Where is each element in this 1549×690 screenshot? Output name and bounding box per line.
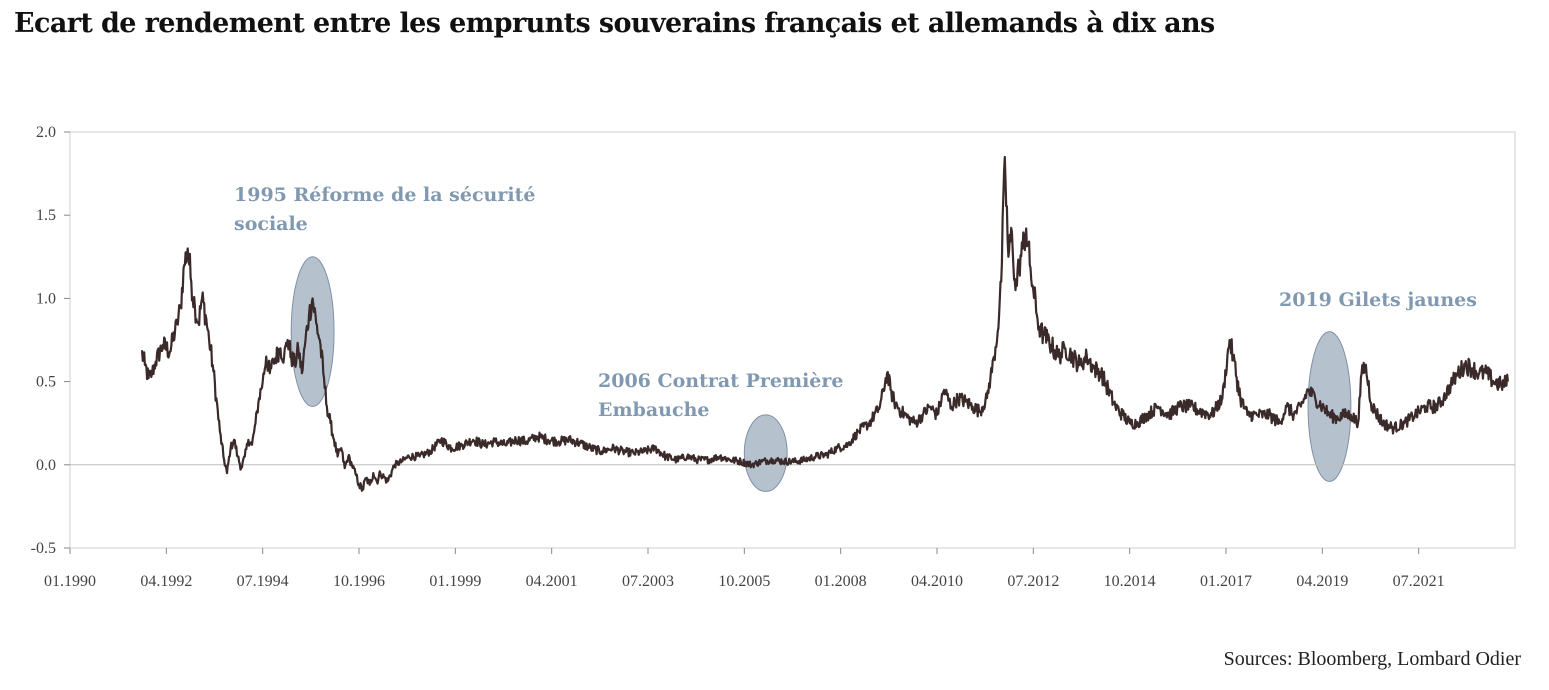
- y-tick-label: -0.5: [31, 540, 56, 557]
- highlight-ellipse: [290, 256, 335, 408]
- y-tick-label: 1.5: [36, 207, 56, 224]
- plot-frame: [69, 131, 1516, 549]
- x-tick-label: 01.1990: [44, 573, 96, 590]
- series-layer: [140, 155, 1509, 492]
- x-tick-label: 01.1999: [429, 573, 481, 590]
- x-tick-label: 01.2017: [1200, 573, 1252, 590]
- x-tick-label: 10.2005: [718, 573, 770, 590]
- x-tick-label: 04.2010: [911, 573, 963, 590]
- chart-axes: -0.5 0.0 0.5 1.0 1.5 2.0 01.1990 04.1992 07.1994…: [31, 124, 1516, 590]
- chart-title: Ecart de rendement entre les emprunts so…: [14, 8, 1215, 39]
- annotation-label: 2019 Gilets jaunes: [1279, 289, 1477, 311]
- series-line: [140, 155, 1509, 492]
- annotation-label: 2006 Contrat Première: [598, 370, 844, 392]
- x-tick-label: 07.2021: [1393, 573, 1445, 590]
- x-tick-label: 07.2012: [1007, 573, 1059, 590]
- highlight-ellipse: [743, 414, 788, 492]
- x-tick-label: 04.2001: [526, 573, 578, 590]
- highlight-ellipse: [1307, 331, 1352, 482]
- x-tick-label: 07.2003: [622, 573, 674, 590]
- y-tick-label: 0.5: [36, 374, 56, 391]
- source-note: Sources: Bloomberg, Lombard Odier: [1223, 648, 1521, 670]
- x-tick-label: 10.1996: [333, 573, 385, 590]
- x-tick-label: 04.1992: [140, 573, 192, 590]
- annotation-label: 1995 Réforme de la sécurité: [234, 184, 535, 206]
- y-tick-label: 2.0: [36, 124, 56, 141]
- annotation-label: sociale: [234, 213, 308, 235]
- x-tick-label: 01.2008: [815, 573, 867, 590]
- x-tick-label: 10.2014: [1104, 573, 1156, 590]
- annotations-layer: 1995 Réforme de la sécurité sociale 2006 C…: [234, 184, 1477, 421]
- y-tick-label: 1.0: [36, 290, 56, 307]
- x-tick-label: 07.1994: [237, 573, 289, 590]
- annotation-label: Embauche: [598, 399, 709, 421]
- y-tick-label: 0.0: [36, 457, 56, 474]
- x-tick-label: 04.2019: [1296, 573, 1348, 590]
